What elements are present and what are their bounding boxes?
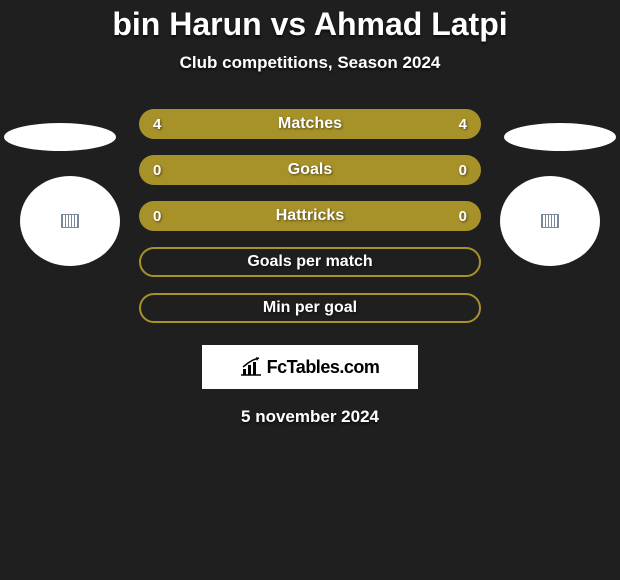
stat-bar: Goals per match	[139, 247, 481, 277]
placeholder-icon	[61, 214, 79, 228]
deco-ellipse-tr	[504, 123, 616, 151]
logo-text: FcTables.com	[267, 357, 380, 378]
stat-label: Hattricks	[139, 207, 481, 225]
deco-circle-br	[500, 176, 600, 266]
deco-circle-bl	[20, 176, 120, 266]
stat-bar: 0Goals0	[139, 155, 481, 185]
stat-value-right: 0	[459, 162, 467, 179]
stat-value-right: 0	[459, 208, 467, 225]
stat-value-left: 4	[153, 116, 161, 133]
stat-value-left: 0	[153, 208, 161, 225]
stat-label: Matches	[139, 115, 481, 133]
stat-label: Goals per match	[141, 253, 479, 271]
stat-label: Min per goal	[141, 299, 479, 317]
deco-ellipse-tl	[4, 123, 116, 151]
stat-value-right: 4	[459, 116, 467, 133]
stat-bar: 0Hattricks0	[139, 201, 481, 231]
placeholder-icon	[541, 214, 559, 228]
source-logo: FcTables.com	[202, 345, 418, 389]
stats-container: 4Matches40Goals00Hattricks0Goals per mat…	[139, 109, 481, 323]
stat-label: Goals	[139, 161, 481, 179]
date-text: 5 november 2024	[0, 407, 620, 427]
chart-icon	[241, 357, 263, 377]
stat-value-left: 0	[153, 162, 161, 179]
stat-bar: Min per goal	[139, 293, 481, 323]
comparison-subtitle: Club competitions, Season 2024	[0, 53, 620, 73]
comparison-title: bin Harun vs Ahmad Latpi	[0, 0, 620, 43]
stat-bar: 4Matches4	[139, 109, 481, 139]
